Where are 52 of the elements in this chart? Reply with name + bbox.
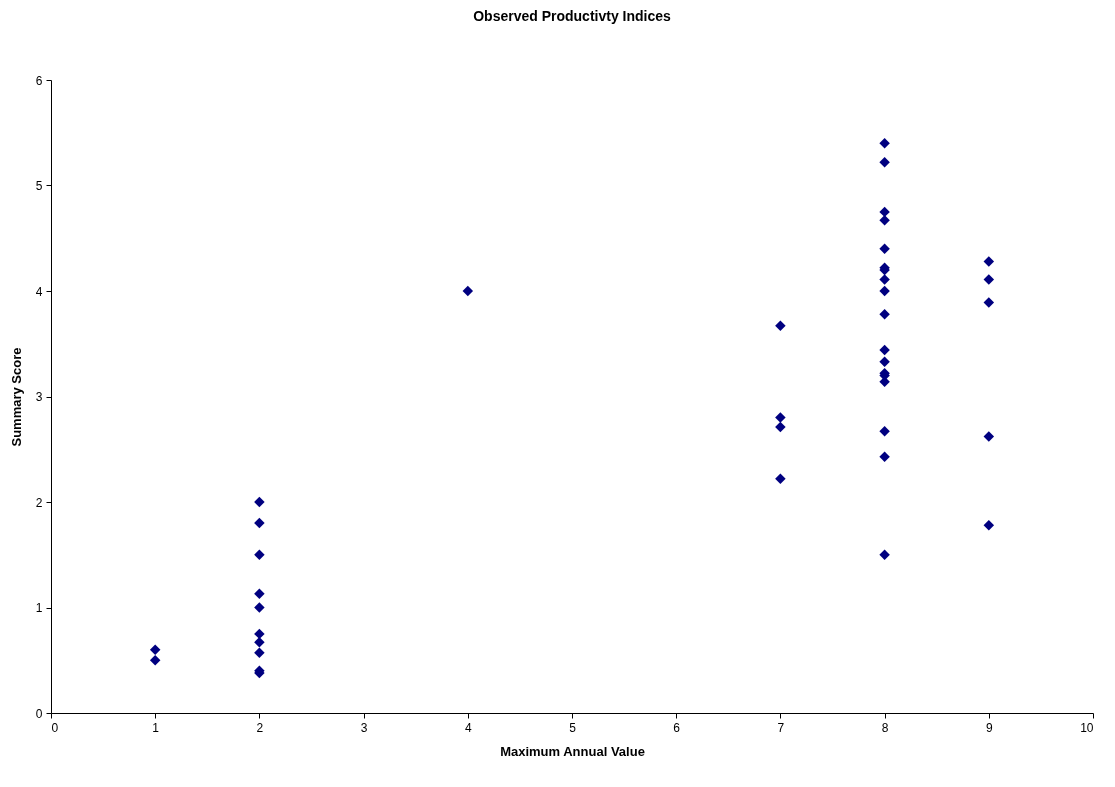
point xyxy=(879,274,890,285)
x-tick-label: 8 xyxy=(881,720,889,735)
point xyxy=(775,320,786,332)
point xyxy=(983,297,995,308)
x-axis-title: Maximum Annual Value xyxy=(500,743,645,759)
point xyxy=(775,421,786,433)
x-tick-label: 2 xyxy=(256,720,264,735)
point xyxy=(254,588,265,600)
point xyxy=(879,549,890,560)
point xyxy=(879,356,890,367)
x-tick-label: 0 xyxy=(51,720,59,735)
point xyxy=(879,138,890,149)
y-tick-label: 5 xyxy=(35,179,43,193)
point xyxy=(254,602,265,613)
x-tick-label: 5 xyxy=(569,720,577,735)
x-tick-label: 10 xyxy=(1080,720,1094,735)
point xyxy=(983,519,995,531)
point xyxy=(983,431,995,442)
point xyxy=(254,647,265,659)
y-tick-label: 6 xyxy=(35,73,43,88)
y-axis-title: Summary Score xyxy=(8,347,24,447)
y-tick-label: 0 xyxy=(35,706,43,721)
point xyxy=(879,285,890,297)
point xyxy=(775,412,786,423)
x-tick-label: 6 xyxy=(673,720,681,735)
x-tick-label: 7 xyxy=(777,720,785,735)
point xyxy=(879,344,890,356)
point xyxy=(149,655,161,666)
x-tick-label: 3 xyxy=(360,720,368,735)
point xyxy=(254,517,265,529)
y-tick-label: 3 xyxy=(35,390,43,404)
point xyxy=(879,243,890,255)
point xyxy=(775,473,786,485)
point xyxy=(983,274,995,285)
y-tick-label: 4 xyxy=(35,284,43,299)
x-tick-label: 4 xyxy=(464,720,472,735)
y-tick-label: 2 xyxy=(35,495,43,510)
point xyxy=(254,496,265,508)
point xyxy=(879,157,890,168)
point xyxy=(983,256,995,267)
point xyxy=(879,215,890,226)
chart-title: Observed Productivty Indices xyxy=(473,8,672,24)
x-tick-label: 9 xyxy=(985,720,993,735)
point xyxy=(149,644,161,655)
point xyxy=(462,285,474,297)
point xyxy=(254,549,265,560)
x-tick-label: 1 xyxy=(152,720,160,735)
point xyxy=(879,426,890,437)
point xyxy=(879,451,890,462)
point xyxy=(254,637,265,648)
y-tick-label: 1 xyxy=(35,601,43,615)
point xyxy=(879,308,890,320)
